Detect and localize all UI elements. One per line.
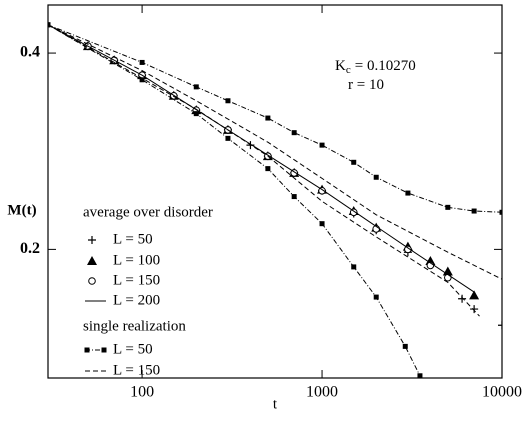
square-marker: [499, 209, 502, 215]
kc-subscript: c: [346, 64, 351, 76]
annotation-kc: Kc = 0.10270: [335, 58, 416, 76]
legend-square: [101, 347, 107, 353]
series-line: [48, 24, 480, 317]
legend-label: L = 100: [113, 252, 160, 268]
square-marker: [291, 130, 297, 136]
square-marker: [471, 208, 477, 214]
square-marker: [351, 264, 357, 270]
square-marker: [139, 59, 145, 65]
square-marker: [139, 77, 145, 83]
circle-marker: [444, 273, 452, 282]
plus-marker: [458, 294, 467, 303]
x-tick-label: 1000: [306, 384, 338, 401]
square-marker: [193, 84, 199, 90]
square-marker: [265, 115, 271, 121]
square-marker: [193, 111, 199, 117]
y-axis-label: M(t): [7, 202, 36, 218]
legend-title: average over disorder: [83, 204, 213, 220]
square-marker: [225, 98, 231, 104]
y-tick-label: 0.2: [20, 240, 40, 257]
annotation-r: r = 10: [348, 77, 384, 93]
kc-symbol: K: [335, 58, 346, 74]
legend-title: single realization: [83, 318, 186, 334]
legend-square: [84, 347, 90, 353]
square-marker: [291, 194, 297, 200]
series-line: [48, 24, 502, 213]
y-tick-label: 0.4: [20, 44, 40, 61]
square-marker: [225, 135, 231, 141]
legend-label: L = 50: [113, 231, 153, 247]
square-marker: [48, 22, 51, 28]
series-line: [48, 24, 502, 280]
legend-label: L = 200: [113, 292, 160, 308]
legend-label: L = 50: [113, 341, 153, 357]
square-marker: [417, 373, 423, 378]
x-tick-label: 100: [130, 384, 154, 401]
square-marker: [402, 343, 408, 349]
square-marker: [351, 159, 357, 165]
legend-plus: [88, 236, 96, 244]
square-marker: [445, 204, 451, 210]
legend-label: L = 150: [113, 272, 160, 288]
legend-label: L = 150: [113, 362, 160, 378]
square-marker: [319, 221, 325, 227]
plus-marker: [498, 321, 502, 330]
x-axis-label: t: [273, 396, 278, 412]
kc-text: = 0.10270: [355, 58, 416, 74]
square-marker: [265, 166, 271, 172]
circle-marker: [404, 245, 412, 254]
plot-area: [48, 22, 502, 378]
x-tick-label: 10000: [482, 384, 522, 401]
square-marker: [319, 142, 325, 148]
triangle-marker: [469, 290, 480, 300]
square-marker: [405, 190, 411, 196]
square-marker: [373, 294, 379, 300]
plus-marker: [470, 305, 479, 314]
legend-triangle: [87, 256, 97, 265]
plot-frame: [47, 4, 503, 379]
square-marker: [373, 174, 379, 180]
series-line: [48, 24, 475, 293]
legend-circle: [88, 277, 96, 285]
